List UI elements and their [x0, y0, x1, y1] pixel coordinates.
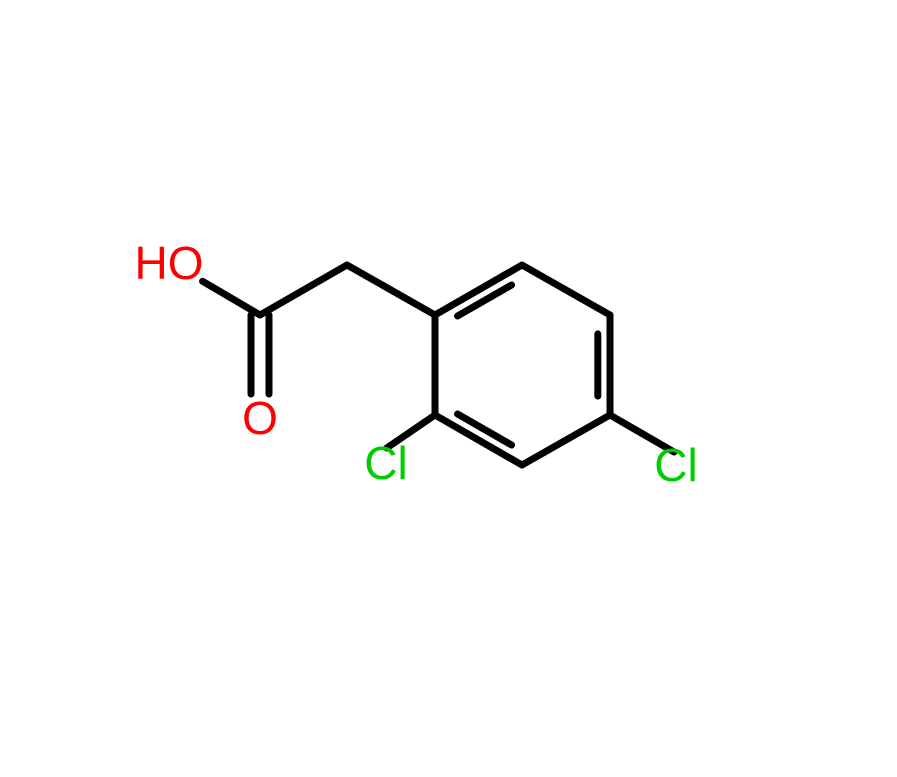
- atom-label-O_carbonyl: O: [242, 392, 278, 444]
- bond-line: [522, 415, 610, 465]
- atom-label-O_hydroxyl: HO: [135, 237, 204, 289]
- atom-label-Cl4: Cl: [654, 439, 697, 491]
- atom-label-Cl2: Cl: [364, 437, 407, 489]
- bond-line: [522, 265, 610, 315]
- molecule-diagram: HO O Cl Cl: [0, 0, 897, 777]
- bond-line: [347, 265, 435, 315]
- bond-line: [260, 265, 347, 315]
- bond-line: [203, 281, 260, 315]
